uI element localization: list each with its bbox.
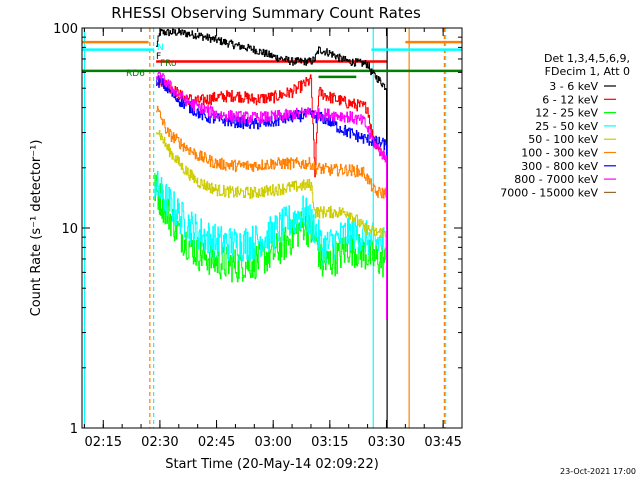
- y-tick-label-1: 10: [61, 222, 78, 237]
- x-tick-label-2: 02:45: [198, 435, 235, 450]
- x-tick-label-6: 03:45: [424, 435, 461, 450]
- axes: 1 10 100 02:15 02:30 02:45 03:00 03:15 03:30 03:4…: [53, 22, 463, 450]
- flag-label-2: RD6: [126, 69, 145, 79]
- legend-header-1: FDecim 1, Att 0: [545, 65, 630, 78]
- legend: Det 1,3,4,5,6,9,FDecim 1, Att 0 3 - 6 keV…: [500, 52, 630, 199]
- legend-label-6: 300 - 800 keV: [521, 160, 598, 173]
- series-line-3: [154, 170, 387, 320]
- series-line-7: [156, 71, 387, 320]
- x-tick-label-3: 03:00: [254, 435, 291, 450]
- legend-label-5: 100 - 300 keV: [521, 147, 598, 160]
- series-line-0: [156, 28, 387, 320]
- legend-label-2: 12 - 25 keV: [535, 107, 598, 120]
- x-tick-label-5: 03:30: [368, 435, 405, 450]
- x-axis-label: Start Time (20-May-14 02:09:22): [165, 457, 379, 472]
- chart-title: RHESSI Observing Summary Count Rates: [111, 4, 421, 22]
- x-tick-label-1: 02:30: [141, 435, 178, 450]
- plot-area: NF RD6 FRo: [82, 28, 462, 428]
- legend-header-0: Det 1,3,4,5,6,9,: [544, 52, 630, 65]
- y-tick-label-2: 100: [53, 22, 78, 37]
- legend-label-3: 25 - 50 keV: [535, 120, 598, 133]
- legend-label-7: 800 - 7000 keV: [514, 173, 598, 186]
- series-line-4: [156, 130, 387, 320]
- x-tick-label-0: 02:15: [85, 435, 122, 450]
- legend-label-8: 7000 - 15000 keV: [500, 186, 598, 199]
- series-line-2: [154, 172, 387, 320]
- y-axis-label: Count Rate (s⁻¹ detector⁻¹): [29, 140, 44, 317]
- timestamp: 23-Oct-2021 17:00: [560, 467, 636, 476]
- y-tick-label-0: 1: [70, 422, 78, 437]
- flag-label-0: N: [157, 43, 164, 53]
- legend-label-1: 6 - 12 keV: [542, 93, 598, 106]
- legend-label-0: 3 - 6 keV: [549, 80, 598, 93]
- legend-label-4: 50 - 100 keV: [528, 133, 598, 146]
- flag-label-1: F: [156, 52, 161, 62]
- flag-label-3: FRo: [160, 59, 177, 69]
- x-tick-label-4: 03:15: [311, 435, 348, 450]
- series-line-5: [156, 105, 387, 320]
